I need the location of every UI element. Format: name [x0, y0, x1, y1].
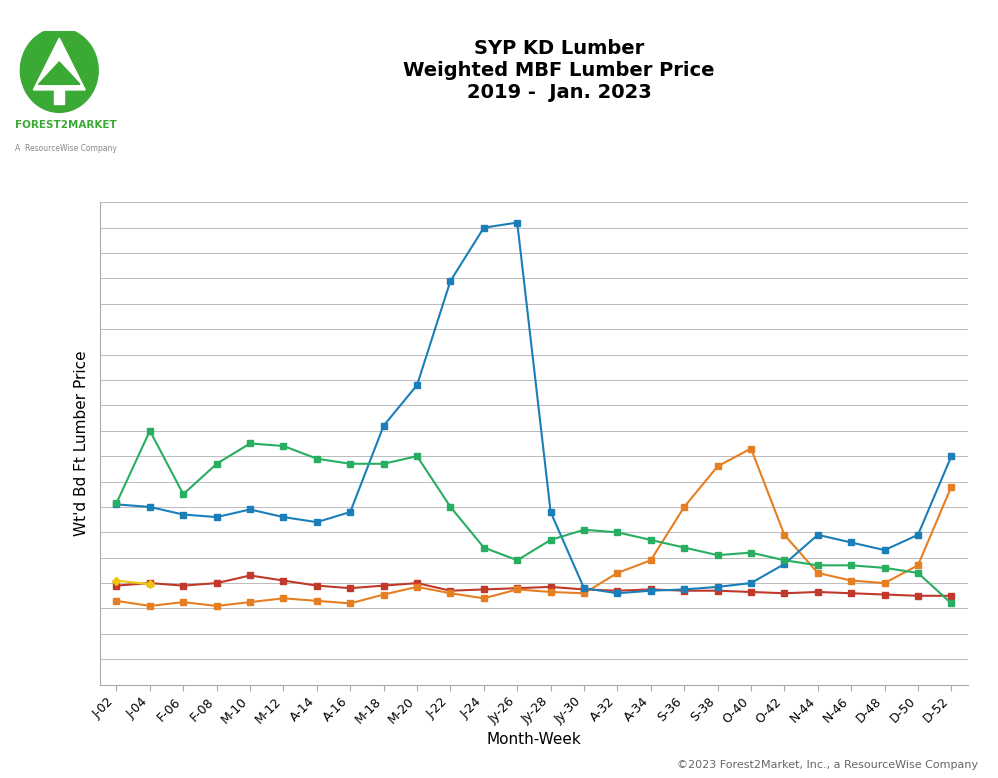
Polygon shape [39, 62, 80, 84]
Text: FOREST2MARKET: FOREST2MARKET [15, 120, 117, 130]
Text: A  ResourceWise Company: A ResourceWise Company [15, 144, 117, 153]
Polygon shape [33, 38, 85, 90]
Circle shape [20, 28, 98, 112]
Text: ©2023 Forest2Market, Inc., a ResourceWise Company: ©2023 Forest2Market, Inc., a ResourceWis… [677, 760, 978, 770]
Polygon shape [54, 90, 65, 104]
Y-axis label: Wt'd Bd Ft Lumber Price: Wt'd Bd Ft Lumber Price [75, 351, 90, 536]
X-axis label: Month-Week: Month-Week [487, 732, 581, 747]
Text: SYP KD Lumber
Weighted MBF Lumber Price
2019 -  Jan. 2023: SYP KD Lumber Weighted MBF Lumber Price … [403, 39, 715, 102]
